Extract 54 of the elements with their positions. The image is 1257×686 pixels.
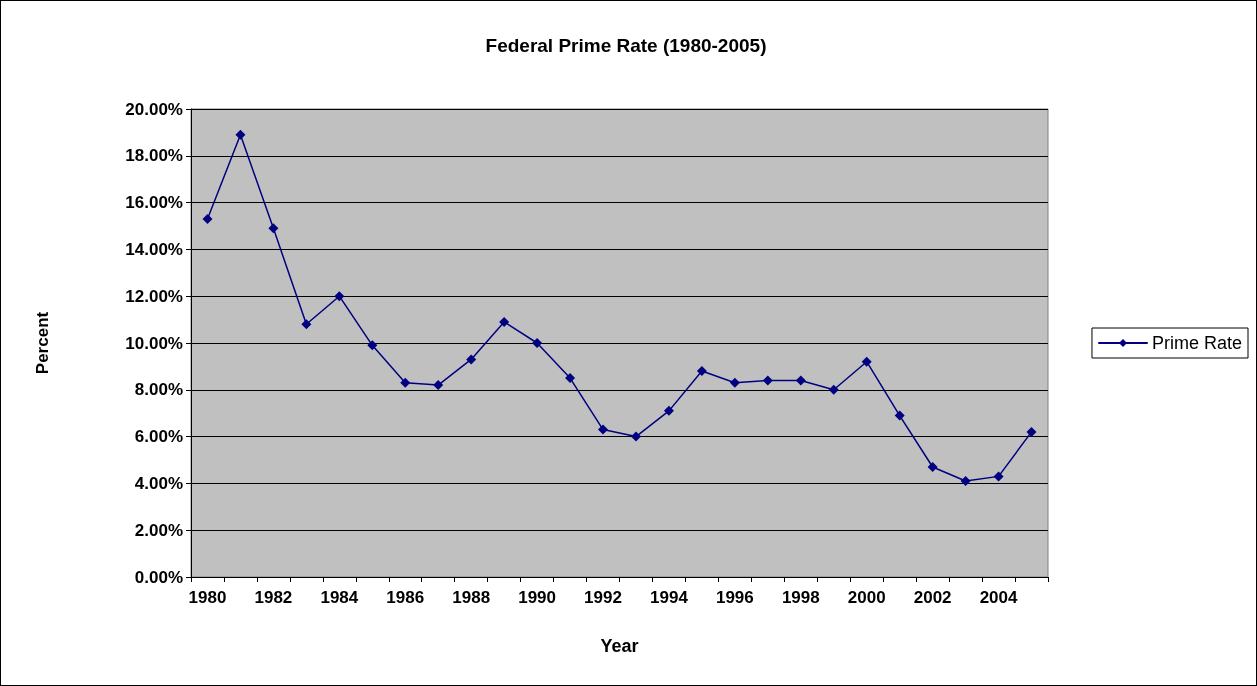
point — [828, 384, 839, 395]
y-tick-label: 16.00% — [125, 193, 183, 213]
y-axis-title: Percent — [33, 311, 52, 375]
point — [499, 316, 510, 327]
point — [861, 356, 872, 367]
point — [565, 373, 576, 384]
x-tick-label: 1998 — [781, 588, 820, 607]
point — [334, 291, 345, 302]
point — [235, 129, 246, 140]
x-tick-label: 1988 — [452, 588, 491, 607]
point — [532, 338, 543, 348]
y-tick-label: 0.00% — [134, 567, 183, 587]
x-tick-label: 2002 — [913, 588, 952, 607]
y-tick-label: 2.00% — [134, 520, 183, 540]
point — [433, 380, 444, 391]
point — [598, 424, 609, 435]
point — [400, 377, 411, 388]
x-axis-title: Year — [600, 636, 639, 656]
y-tick-label: 20.00% — [125, 99, 183, 119]
x-tick-label: 1992 — [584, 588, 622, 607]
point — [927, 462, 938, 473]
x-tick-label: 1990 — [518, 588, 557, 607]
y-tick-label: 10.00% — [125, 333, 183, 353]
x-tick-label: 1994 — [650, 588, 689, 607]
point — [894, 410, 905, 421]
point — [960, 476, 971, 487]
point — [795, 375, 806, 386]
y-tick-label: 12.00% — [125, 286, 183, 306]
y-tick-label: 8.00% — [134, 380, 183, 400]
x-tick-label: 1980 — [188, 588, 227, 607]
x-tick-label: 1996 — [715, 588, 754, 607]
point — [993, 471, 1004, 482]
point — [202, 213, 213, 224]
x-tick-label: 1986 — [386, 588, 425, 607]
point — [729, 377, 740, 388]
y-tick-label: 18.00% — [125, 146, 183, 166]
x-tick-label: 2000 — [847, 588, 886, 607]
point — [1026, 426, 1037, 437]
point — [762, 375, 773, 386]
point — [696, 366, 707, 377]
chart-title: Federal Prime Rate (1980-2005) — [485, 35, 767, 56]
y-tick-label: 4.00% — [134, 473, 183, 493]
y-tick-label: 6.00% — [134, 427, 183, 447]
x-tick-label: 1984 — [320, 588, 359, 607]
x-tick-label: 1982 — [254, 588, 293, 607]
point — [630, 431, 641, 442]
y-tick-label: 14.00% — [125, 239, 183, 259]
x-tick-label: 2004 — [979, 588, 1019, 607]
point — [663, 405, 674, 416]
point — [466, 354, 477, 365]
point — [268, 223, 279, 234]
point — [367, 340, 378, 351]
legend-label: Prime Rate — [1151, 333, 1242, 353]
point — [301, 319, 312, 330]
